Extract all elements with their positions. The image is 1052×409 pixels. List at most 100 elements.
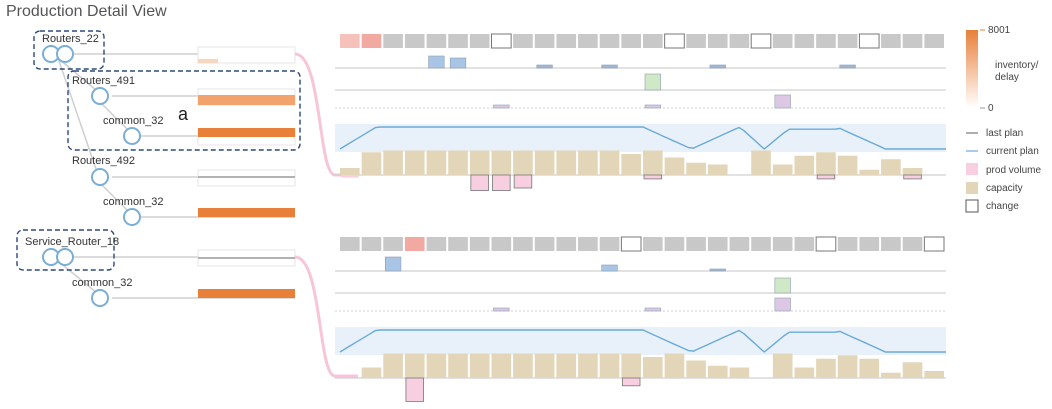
period-cell — [881, 34, 901, 48]
tree-node-common-32[interactable] — [123, 208, 141, 226]
detail-panels — [335, 33, 946, 402]
tree-edge — [57, 57, 98, 173]
period-cell — [578, 237, 598, 251]
period-cell — [534, 34, 555, 48]
capacity-bar — [404, 150, 425, 175]
capacity-bar — [902, 168, 923, 175]
inventory-bar-frame — [197, 169, 296, 187]
tree-node-common-32[interactable] — [123, 127, 141, 145]
tree-node-routers-22-b[interactable] — [56, 45, 74, 63]
capacity-bar — [469, 150, 490, 175]
capacity-bar — [751, 150, 771, 175]
capacity-bar — [729, 367, 750, 378]
node-label: Routers_492 — [72, 155, 135, 167]
node-label: Routers_491 — [72, 75, 135, 87]
capacity-bar — [686, 162, 706, 175]
period-cell — [599, 237, 620, 251]
plan-change-mark — [493, 307, 510, 312]
period-cell — [794, 34, 815, 48]
selection-box-routers-22[interactable] — [33, 30, 105, 70]
period-cell — [750, 33, 772, 49]
capacity-bar — [794, 155, 815, 175]
inventory-bar — [198, 95, 295, 105]
panel-link — [294, 255, 358, 378]
period-cell — [491, 237, 512, 251]
plan-change-mark — [709, 64, 726, 69]
prod-volume-bar — [405, 377, 424, 402]
period-cell — [686, 34, 706, 48]
capacity-bar — [881, 372, 901, 378]
tree-edge — [57, 57, 98, 92]
tree-edge — [99, 101, 130, 132]
capacity-bar — [816, 152, 836, 175]
capacity-bar — [643, 150, 663, 175]
selection-box-service-router-18[interactable] — [16, 229, 115, 271]
capacity-bar — [513, 353, 533, 378]
prod-volume-bar — [341, 175, 359, 178]
period-cell — [923, 236, 945, 252]
prod-volume-bar — [492, 174, 511, 192]
plan-band — [335, 327, 946, 355]
capacity-bar — [621, 154, 641, 175]
capacity-bar — [599, 150, 620, 175]
prod-volume-bar — [621, 377, 641, 387]
period-cell — [556, 237, 577, 251]
prod-volume-bar — [816, 174, 836, 180]
period-cell — [426, 237, 447, 251]
tree-node-routers-491[interactable] — [91, 87, 109, 105]
capacity-bar — [859, 169, 880, 175]
period-cell — [707, 34, 728, 48]
capacity-bar — [707, 365, 728, 378]
period-cell — [751, 237, 771, 251]
period-cell — [448, 237, 468, 251]
node-label: common_32 — [103, 196, 164, 208]
period-cell — [729, 34, 750, 48]
legend-swatch-change — [965, 199, 979, 213]
period-cell — [469, 237, 490, 251]
inventory-bar — [198, 128, 295, 137]
capacity-bar — [664, 157, 685, 175]
plan-change-mark — [601, 264, 618, 272]
period-cell — [837, 237, 858, 251]
legend: 8001 0 inventory/ delay last plan curren… — [965, 25, 1041, 213]
period-cell — [620, 236, 642, 252]
period-cell — [924, 34, 944, 48]
period-cell — [643, 34, 663, 48]
legend-label: capacity — [986, 183, 1023, 194]
node-label: common_32 — [72, 277, 133, 289]
node-label: Routers_22 — [42, 33, 99, 45]
period-cell — [794, 237, 815, 251]
capacity-bar — [664, 353, 685, 378]
legend-label: last plan — [986, 128, 1023, 139]
selection-box-routers-491[interactable] — [67, 70, 301, 151]
node-label: common_32 — [103, 115, 164, 127]
capacity-bar — [621, 353, 641, 378]
capacity-bar — [513, 150, 533, 175]
period-cell — [556, 34, 577, 48]
capacity-bar — [491, 353, 512, 378]
legend-label: current plan — [986, 146, 1039, 157]
plan-change-mark — [384, 256, 402, 272]
period-cell — [859, 237, 880, 251]
annotation-label: a — [178, 104, 189, 124]
capacity-bar — [491, 150, 512, 175]
prod-volume-bar — [470, 174, 489, 192]
period-cell — [513, 237, 533, 251]
current-plan-line — [339, 126, 946, 150]
period-cell — [881, 237, 901, 251]
capacity-bar — [859, 358, 880, 378]
period-cell — [599, 34, 620, 48]
plan-change-mark — [449, 57, 467, 69]
period-cell — [643, 237, 663, 251]
period-cell — [816, 34, 836, 48]
tree-node-service-router-18-b[interactable] — [56, 248, 74, 266]
plan-change-mark — [839, 64, 856, 69]
period-cell — [707, 237, 728, 251]
legend-swatch-prod-volume — [966, 163, 978, 175]
tree-node-common-32[interactable] — [91, 289, 109, 307]
plan-change-mark — [428, 55, 445, 69]
page-title: Production Detail View — [6, 3, 167, 20]
tree-node-routers-492[interactable] — [91, 168, 109, 186]
capacity-bar — [556, 353, 577, 378]
